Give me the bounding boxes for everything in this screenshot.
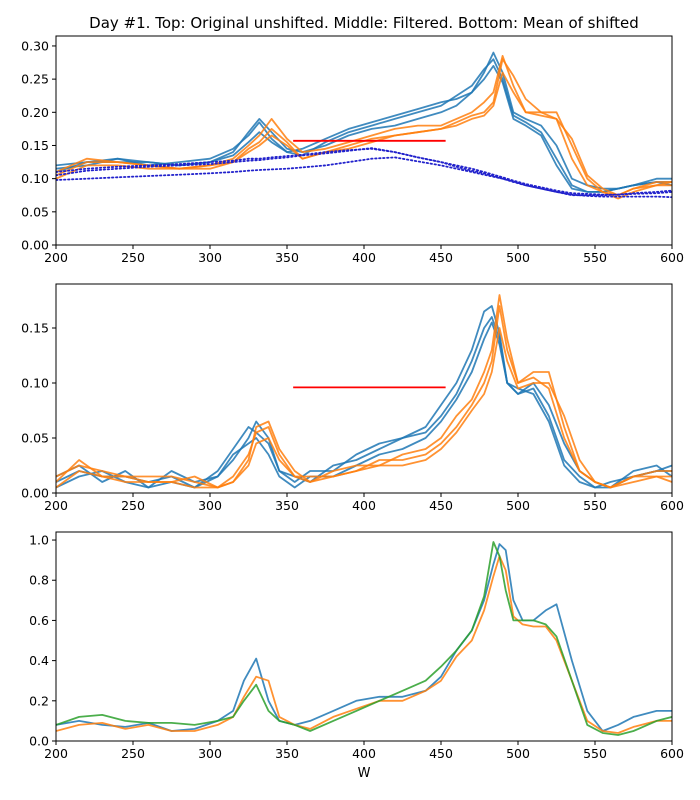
series-line-green [56, 541, 672, 736]
y-tick-label: 0.05 [21, 204, 49, 219]
x-tick-label: 250 [121, 498, 145, 513]
series-line-orange [56, 294, 672, 489]
x-tick-label: 450 [429, 746, 453, 761]
figure-title: Day #1. Top: Original unshifted. Middle:… [89, 14, 639, 32]
panel-top: 200 250 300 350 400 450 500 550 600 0.00 0.05 0.10 0… [21, 35, 684, 265]
x-tick-label: 350 [275, 498, 299, 513]
x-tick-label: 200 [44, 250, 68, 265]
series-line-orange [56, 327, 672, 489]
series-line-blue [56, 321, 672, 489]
y-tick-label: 0.8 [29, 573, 49, 588]
x-tick-label: 400 [352, 498, 376, 513]
x-tick-label: 500 [506, 498, 530, 513]
x-tick-label: 250 [121, 746, 145, 761]
y-tick-label: 0.6 [29, 613, 49, 628]
series-line-dotted [56, 147, 672, 196]
x-tick-label: 600 [660, 498, 684, 513]
plot-area [56, 541, 672, 736]
x-tick-label: 550 [583, 746, 607, 761]
x-tick-label: 200 [44, 746, 68, 761]
y-tick-label: 0.25 [21, 72, 49, 87]
x-tick-label: 350 [275, 250, 299, 265]
x-tick-label: 550 [583, 498, 607, 513]
y-tick-label: 0.10 [21, 376, 49, 391]
y-tick-label: 0.05 [21, 431, 49, 446]
axes-frame [55, 531, 673, 742]
series-line-orange [56, 305, 672, 489]
x-tick-label: 600 [660, 746, 684, 761]
x-tick-label: 300 [198, 250, 222, 265]
y-tick-label: 0.0 [29, 734, 49, 749]
x-tick-label: 400 [352, 250, 376, 265]
y-tick-label: 0.00 [21, 238, 49, 253]
y-tick-label: 0.4 [29, 653, 49, 668]
y-tick-label: 0.15 [21, 138, 49, 153]
x-tick-label: 550 [583, 250, 607, 265]
panel-middle: 200 250 300 350 400 450 500 550 600 0.00 0.05 0.10 0… [21, 283, 684, 513]
x-tick-label: 600 [660, 250, 684, 265]
x-tick-label: 300 [198, 498, 222, 513]
x-axis-label: W [358, 766, 371, 781]
y-tick-label: 0.2 [29, 693, 49, 708]
y-tick-label: 1.0 [29, 533, 49, 548]
x-tick-label: 450 [429, 250, 453, 265]
series-line-orange [56, 555, 672, 734]
x-tick-label: 350 [275, 746, 299, 761]
series-line-blue [56, 51, 672, 190]
y-tick-label: 0.10 [21, 171, 49, 186]
series-line-blue [56, 58, 672, 193]
x-tick-label: 250 [121, 250, 145, 265]
y-tick-label: 0.00 [21, 486, 49, 501]
panel-bottom: 200 250 300 350 400 450 500 550 600 0.0 0.2 0.4 0.6 0… [29, 531, 684, 781]
plot-area [56, 294, 672, 489]
x-tick-label: 500 [506, 250, 530, 265]
x-tick-label: 450 [429, 498, 453, 513]
y-tick-label: 0.30 [21, 38, 49, 53]
x-tick-label: 400 [352, 746, 376, 761]
plot-area [56, 51, 672, 200]
x-tick-label: 300 [198, 746, 222, 761]
y-tick-label: 0.15 [21, 321, 49, 336]
series-line-blue [56, 65, 672, 193]
x-tick-label: 500 [506, 746, 530, 761]
y-tick-label: 0.20 [21, 105, 49, 120]
series-line-dotted [56, 156, 672, 199]
x-tick-label: 200 [44, 498, 68, 513]
